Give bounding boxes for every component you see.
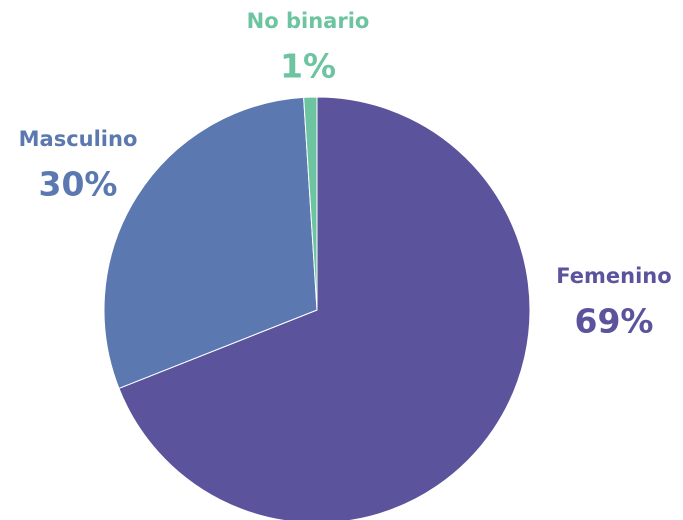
pie-slice — [118, 96, 531, 520]
slice-name: Femenino — [556, 264, 671, 288]
slice-value-label: 69% — [575, 302, 654, 341]
slice-value-label: 30% — [39, 165, 118, 204]
slice-name: Masculino — [19, 127, 138, 151]
slice-value-label: 1% — [280, 47, 336, 86]
pie-slice — [103, 96, 318, 390]
slice-name: No binario — [247, 9, 370, 33]
pie-slice — [303, 96, 318, 311]
